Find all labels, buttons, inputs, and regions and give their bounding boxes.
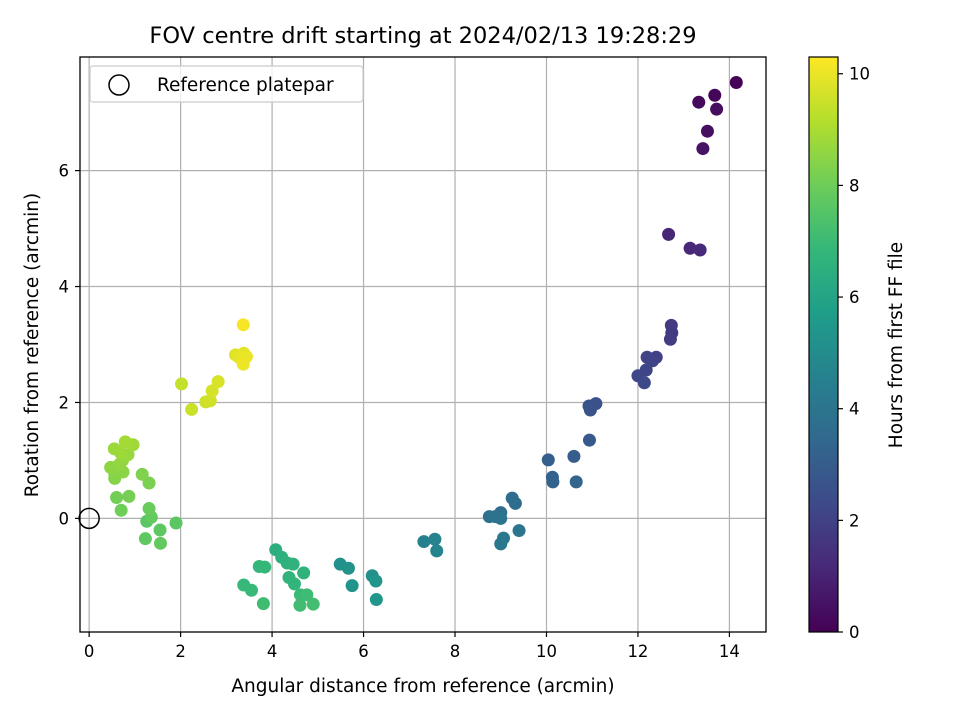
legend-box [89,65,364,103]
scatter-point [546,475,560,489]
scatter-point [300,588,314,602]
scatter-point [369,593,383,607]
x-tick-label: 2 [175,642,186,661]
colorbar-tick-label: 6 [849,288,860,307]
scatter-point [153,536,167,550]
scatter-point [286,557,300,571]
scatter-point [345,579,359,593]
legend-open-circle-marker [108,74,130,96]
colorbar-ticks: 0 2 4 6 8 10 [838,65,870,642]
x-tick-label: 12 [627,642,648,661]
chart-title: FOV centre drift starting at 2024/02/13 … [149,23,696,49]
scatter-point [637,376,651,390]
grid [80,57,766,632]
scatter-point [175,377,189,391]
scatter-point [696,142,710,156]
scatter-point [663,332,677,346]
scatter-point [211,375,225,389]
colorbar-tick-label: 8 [849,176,860,195]
scatter-point [110,491,124,505]
x-tick-label: 4 [267,642,278,661]
scatter-point [142,476,156,490]
scatter-point [430,544,444,558]
scatter-point [135,467,149,481]
colorbar-tick-label: 0 [849,623,860,642]
scatter-point [258,560,272,574]
scatter-point [138,532,152,546]
scatter-point [541,453,555,467]
scatter-point [567,449,581,463]
x-tick-label: 14 [719,642,740,661]
scatter-point [494,537,508,551]
y-tick-label: 0 [59,509,70,528]
x-tick-label: 10 [536,642,557,661]
plot-frame [79,56,767,633]
reference-platepar-marker [78,507,100,530]
scatter-point [508,496,522,510]
scatter-point [142,502,156,516]
scatter-point [494,511,508,525]
x-tick-label: 0 [84,642,95,661]
y-axis-label: Rotation from reference (arcmin) [22,193,43,497]
scatter-point [662,227,676,241]
scatter-point [700,124,714,138]
y-tick-label: 6 [59,162,70,181]
scatter-point [512,524,526,538]
scatter-point [417,535,431,549]
scatter-point [683,241,697,255]
axis-ticks: 0 2 4 6 8 10 12 14 0 2 4 6 [59,162,740,661]
colorbar-tick-label: 10 [849,65,870,84]
scatter-point [692,95,706,109]
scatter-point [582,433,596,447]
colorbar-tick-label: 4 [849,400,860,419]
scatter-point [256,597,270,611]
y-tick-label: 4 [59,278,70,297]
scatter-point [693,243,707,257]
scatter-point [729,76,743,90]
x-tick-label: 6 [358,642,369,661]
scatter-point [287,577,301,591]
scatter-point [122,489,136,503]
scatter-point [205,384,219,398]
scatter-point [369,574,383,588]
y-tick-label: 2 [59,393,70,412]
data-points [104,76,743,612]
scatter-point [185,402,199,416]
scatter-point [306,597,320,611]
scatter-point [114,503,128,517]
scatter-point [169,516,183,530]
colorbar [808,56,839,633]
scatter-point [708,88,722,102]
legend: Reference platepar [89,65,364,103]
x-tick-label: 8 [450,642,461,661]
legend-label: Reference platepar [157,75,334,96]
reference-marker-group [78,507,100,530]
scatter-point [297,566,311,580]
scatter-point [583,403,597,417]
scatter-point [428,532,442,546]
colorbar-label: Hours from first FF file [886,242,907,448]
colorbar-tick-label: 2 [849,511,860,530]
scatter-point [710,102,724,116]
scatter-point [569,475,583,489]
scatter-point [236,357,250,371]
scatter-point [203,394,217,408]
scatter-point [236,318,250,332]
scatter-point [341,561,355,575]
scatter-point [114,446,128,460]
x-axis-label: Angular distance from reference (arcmin) [231,676,614,697]
scatter-point [293,598,307,612]
scatter-point [245,583,258,597]
scatter-point [118,435,132,449]
scatter-point [646,354,660,368]
scatter-point [153,523,167,537]
